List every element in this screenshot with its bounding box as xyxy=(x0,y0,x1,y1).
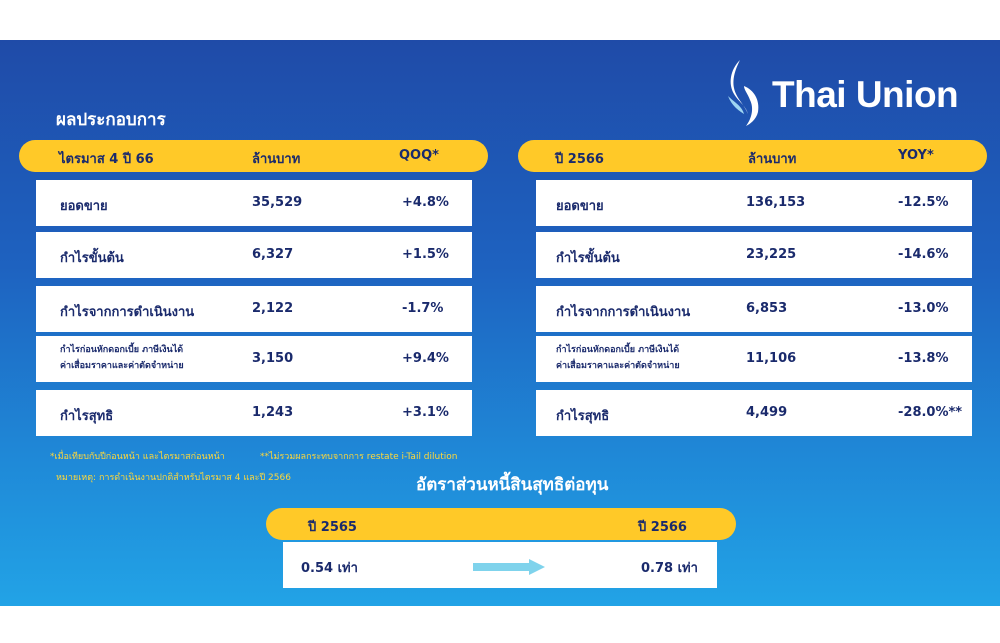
row-change: -12.5% xyxy=(898,195,949,210)
ratio-values: 0.54 เท่า 0.78 เท่า xyxy=(283,542,717,588)
quarter-row-gross-profit: กำไรขั้นต้น 6,327 +1.5% xyxy=(36,232,472,278)
row-label-line1: กำไรก่อนหักดอกเบี้ย ภาษีเงินได้ xyxy=(60,345,184,355)
arrow-right-icon xyxy=(473,559,545,575)
quarter-header: ไตรมาส 4 ปี 66 ล้านบาท QOQ* xyxy=(19,140,488,172)
row-change: +9.4% xyxy=(402,351,449,366)
row-value: 11,106 xyxy=(746,351,797,366)
row-value: 23,225 xyxy=(746,247,797,262)
row-label: ยอดขาย xyxy=(556,199,604,214)
thai-union-logo: Thai Union xyxy=(720,56,980,128)
row-value: 136,153 xyxy=(746,195,806,210)
row-label: กำไรสุทธิ xyxy=(556,409,610,424)
row-change: -13.8% xyxy=(898,351,949,366)
row-value: 2,122 xyxy=(252,301,294,316)
ratio-from-year: ปี 2565 xyxy=(308,520,357,535)
row-label: ยอดขาย xyxy=(60,199,108,214)
row-label-line2: ค่าเสื่อมราคาและค่าตัดจำหน่าย xyxy=(60,361,184,371)
quarter-row-net-profit: กำไรสุทธิ 1,243 +3.1% xyxy=(36,390,472,436)
year-row-ebitda: กำไรก่อนหักดอกเบี้ย ภาษีเงินได้ ค่าเสื่อ… xyxy=(536,336,972,382)
year-period: ปี 2566 xyxy=(555,152,604,167)
year-change-header: YOY* xyxy=(898,148,934,163)
row-label: กำไรจากการดำเนินงาน xyxy=(556,305,691,320)
brand-name: Thai Union xyxy=(772,74,959,115)
section-title: ผลประกอบการ xyxy=(56,110,166,130)
quarter-period: ไตรมาส 4 ปี 66 xyxy=(59,152,154,167)
year-row-sales: ยอดขาย 136,153 -12.5% xyxy=(536,180,972,226)
year-row-net-profit: กำไรสุทธิ 4,499 -28.0%** xyxy=(536,390,972,436)
row-value: 3,150 xyxy=(252,351,294,366)
row-change: -13.0% xyxy=(898,301,949,316)
row-change: +4.8% xyxy=(402,195,449,210)
ratio-header: ปี 2565 ปี 2566 xyxy=(266,508,736,540)
quarter-row-sales: ยอดขาย 35,529 +4.8% xyxy=(36,180,472,226)
row-label-line2: ค่าเสื่อมราคาและค่าตัดจำหน่าย xyxy=(556,361,680,371)
footnote-restate: **ไม่รวมผลกระทบจากการ restate i-Tail dil… xyxy=(260,452,458,462)
ratio-from-value: 0.54 เท่า xyxy=(301,561,358,576)
ratio-to-year: ปี 2566 xyxy=(638,520,687,535)
row-value: 6,853 xyxy=(746,301,788,316)
quarter-row-operating-profit: กำไรจากการดำเนินงาน 2,122 -1.7% xyxy=(36,286,472,332)
row-label: กำไรขั้นต้น xyxy=(556,251,620,266)
quarter-row-ebitda: กำไรก่อนหักดอกเบี้ย ภาษีเงินได้ ค่าเสื่อ… xyxy=(36,336,472,382)
row-change: -28.0%** xyxy=(898,405,963,420)
row-label: กำไรสุทธิ xyxy=(60,409,114,424)
thai-union-logo-icon xyxy=(728,60,759,126)
quarter-change-header: QOQ* xyxy=(399,148,439,163)
row-change: +1.5% xyxy=(402,247,449,262)
year-row-operating-profit: กำไรจากการดำเนินงาน 6,853 -13.0% xyxy=(536,286,972,332)
year-header: ปี 2566 ล้านบาท YOY* xyxy=(518,140,987,172)
row-value: 1,243 xyxy=(252,405,294,420)
row-value: 6,327 xyxy=(252,247,294,262)
row-change: -14.6% xyxy=(898,247,949,262)
row-change: -1.7% xyxy=(402,301,444,316)
row-change: +3.1% xyxy=(402,405,449,420)
footnote-comparison: *เมื่อเทียบกับปีก่อนหน้า และไตรมาสก่อนหน… xyxy=(50,452,225,462)
row-label-line1: กำไรก่อนหักดอกเบี้ย ภาษีเงินได้ xyxy=(556,345,680,355)
footnote-remark: หมายเหตุ: การดำเนินงานปกติสำหรับไตรมาส 4… xyxy=(56,473,291,483)
year-unit: ล้านบาท xyxy=(748,152,797,167)
debt-equity-title: อัตราส่วนหนี้สินสุทธิต่อทุน xyxy=(416,475,609,495)
row-value: 35,529 xyxy=(252,195,303,210)
ratio-to-value: 0.78 เท่า xyxy=(641,561,698,576)
row-label: กำไรขั้นต้น xyxy=(60,251,124,266)
quarter-unit: ล้านบาท xyxy=(252,152,301,167)
year-row-gross-profit: กำไรขั้นต้น 23,225 -14.6% xyxy=(536,232,972,278)
row-value: 4,499 xyxy=(746,405,788,420)
row-label: กำไรจากการดำเนินงาน xyxy=(60,305,195,320)
